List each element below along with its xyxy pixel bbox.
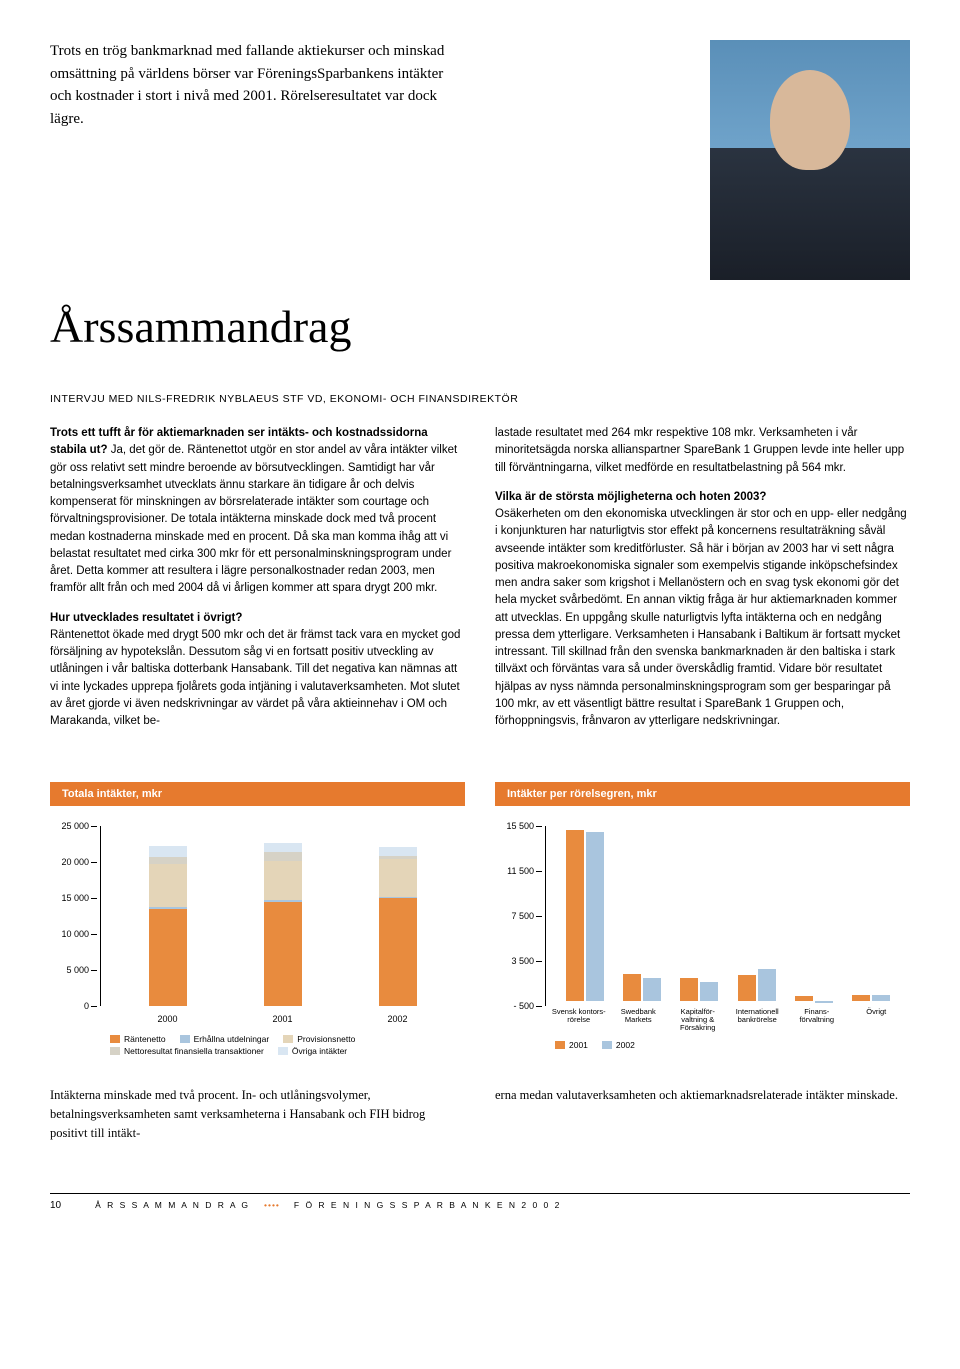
intro-text: Trots en trög bankmarknad med fallande a… — [50, 40, 450, 130]
footer-right: F Ö R E N I N G S S P A R B A N K E N 2 … — [294, 1200, 561, 1210]
p1: lastade resultatet med 264 mkr respektiv… — [495, 425, 910, 477]
interview-subhead: INTERVJU MED NILS-FREDRIK NYBLAEUS STF V… — [50, 393, 910, 405]
q2: Hur utvecklades resultatet i övrigt? — [50, 612, 242, 624]
chart-1: Totala intäkter, mkr 25 00020 00015 0001… — [50, 782, 465, 1036]
page-footer: 10 Å R S S A M M A N D R A G •••• F Ö R … — [50, 1193, 910, 1211]
body-columns: Trots ett tufft år för aktiemarknaden se… — [50, 425, 910, 742]
a1: Ja, det gör de. Räntenettot utgör en sto… — [50, 444, 457, 594]
closing-2: erna medan valutaverksamheten och aktiem… — [495, 1086, 910, 1142]
chart-2: Intäkter per rörelsegren, mkr 15 50011 5… — [495, 782, 910, 1036]
page-number: 10 — [50, 1200, 61, 1211]
q3: Vilka är de största möjligheterna och ho… — [495, 491, 766, 503]
portrait-photo — [710, 40, 910, 280]
footer-left: Å R S S A M M A N D R A G — [95, 1200, 250, 1210]
page-title: Årssammandrag — [50, 300, 910, 353]
closing-1: Intäkterna minskade med två procent. In-… — [50, 1086, 465, 1142]
chart-2-title: Intäkter per rörelsegren, mkr — [495, 782, 910, 806]
footer-dots: •••• — [264, 1200, 280, 1210]
column-2: lastade resultatet med 264 mkr respektiv… — [495, 425, 910, 742]
top-row: Trots en trög bankmarknad med fallande a… — [50, 40, 910, 280]
chart-1-area: 25 00020 00015 00010 0005 00002000200120… — [50, 826, 465, 1036]
chart-row: Totala intäkter, mkr 25 00020 00015 0001… — [50, 782, 910, 1036]
a2: Räntenettot ökade med drygt 500 mkr och … — [50, 629, 460, 727]
closing-row: Intäkterna minskade med två procent. In-… — [50, 1086, 910, 1142]
chart-2-area: 15 50011 5007 5003 500- 500Svensk kontor… — [495, 826, 910, 1036]
column-1: Trots ett tufft år för aktiemarknaden se… — [50, 425, 465, 742]
a3: Osäkerheten om den ekonomiska utveckling… — [495, 508, 907, 727]
chart-1-title: Totala intäkter, mkr — [50, 782, 465, 806]
